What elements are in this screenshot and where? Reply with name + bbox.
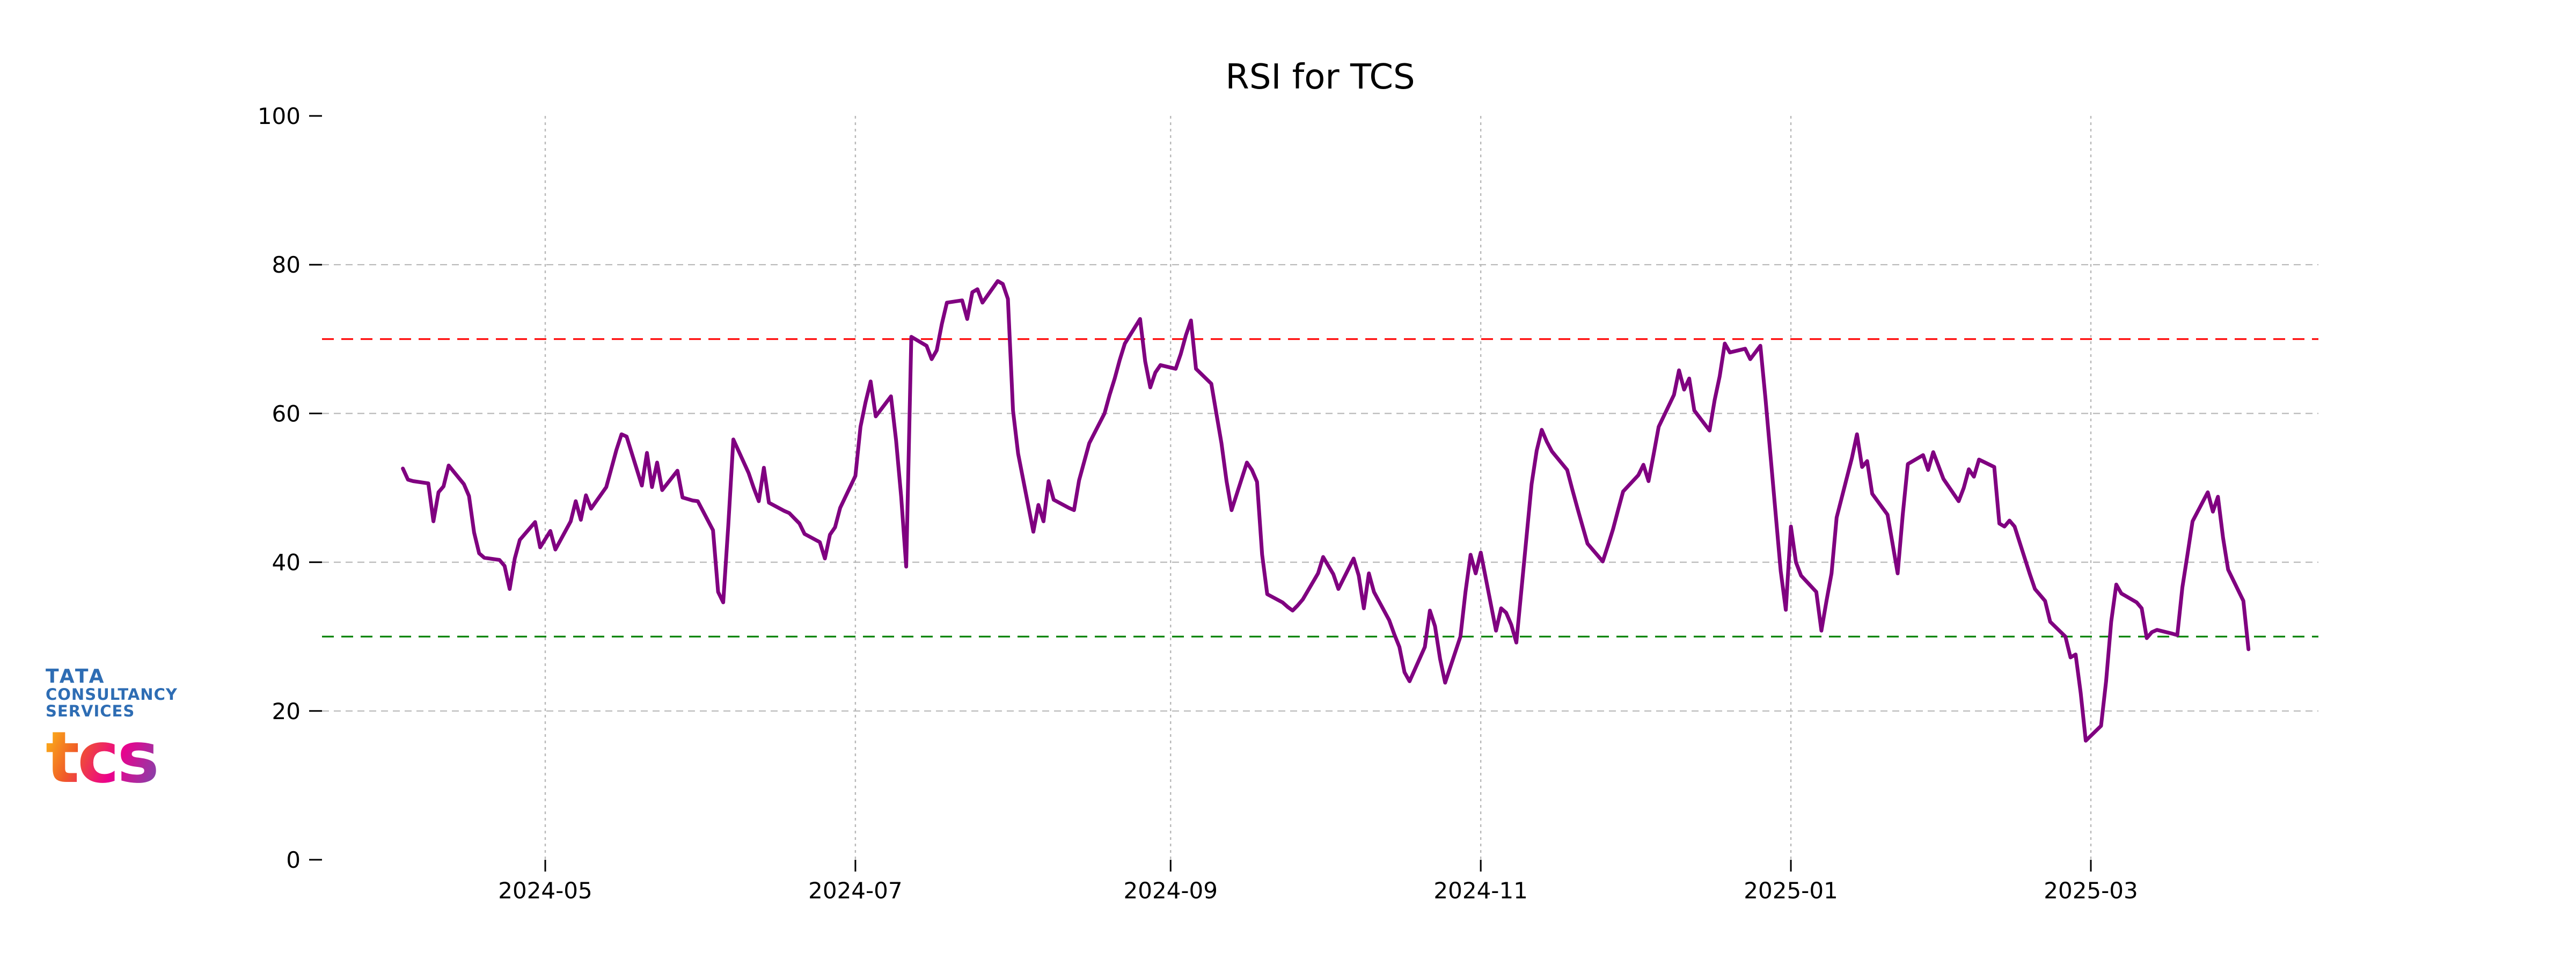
logo-tcs-wordmark: tcs (46, 716, 159, 799)
logo-services-text: SERVICES (46, 702, 135, 721)
rsi-series-line (401, 279, 2251, 743)
y-tick-label-20: 20 (272, 698, 301, 724)
y-tick-label-60: 60 (272, 400, 301, 427)
y-tick-label-40: 40 (272, 550, 301, 576)
x-tick-label-2024-09: 2024-09 (1124, 877, 1218, 904)
tcs-logo: TATA CONSULTANCY SERVICES tcs (46, 665, 271, 799)
x-tick-label-2024-07: 2024-07 (808, 877, 903, 904)
y-tick-label-80: 80 (272, 252, 301, 278)
y-tick-label-0: 0 (286, 847, 301, 873)
chart-title: RSI for TCS (1225, 57, 1415, 97)
x-tick-label-2024-05: 2024-05 (498, 877, 592, 904)
x-tick-label-2025-03: 2025-03 (2044, 877, 2138, 904)
x-tick-label-2025-01: 2025-01 (1744, 877, 1838, 904)
y-tick-label-100: 100 (258, 103, 301, 129)
logo-consultancy-text: CONSULTANCY (46, 685, 178, 704)
logo-tata-text: TATA (46, 665, 106, 687)
x-tick-label-2024-11: 2024-11 (1433, 877, 1528, 904)
